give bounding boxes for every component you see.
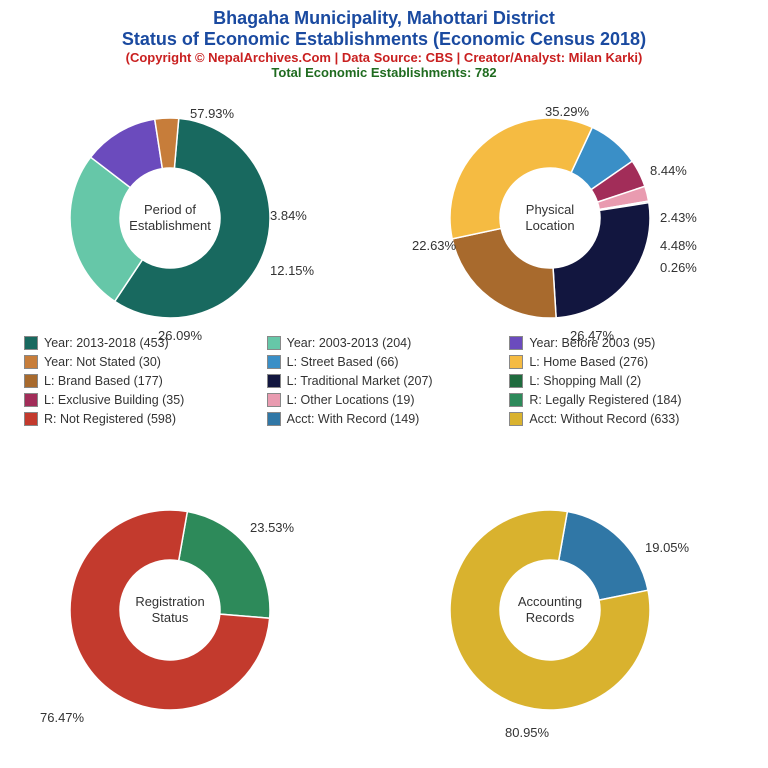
legend: Year: 2013-2018 (453) Year: 2003-2013 (20… — [24, 336, 744, 426]
legend-item: L: Brand Based (177) — [24, 374, 259, 388]
legend-item: L: Traditional Market (207) — [267, 374, 502, 388]
legend-item: L: Shopping Mall (2) — [509, 374, 744, 388]
pct-label: 80.95% — [505, 725, 549, 740]
donut-slice — [452, 228, 556, 318]
pct-label: 4.48% — [660, 238, 697, 253]
legend-item: L: Other Locations (19) — [267, 393, 502, 407]
donut-period: Period ofEstablishment57.93%26.09%12.15%… — [70, 118, 270, 318]
legend-swatch — [509, 336, 523, 350]
legend-swatch — [267, 412, 281, 426]
legend-item: Year: Before 2003 (95) — [509, 336, 744, 350]
donut-slice — [559, 512, 648, 601]
pct-label: 0.26% — [660, 260, 697, 275]
legend-label: L: Shopping Mall (2) — [529, 374, 641, 388]
pct-label: 2.43% — [660, 210, 697, 225]
legend-swatch — [24, 336, 38, 350]
donut-slice — [450, 118, 592, 239]
legend-item: Year: Not Stated (30) — [24, 355, 259, 369]
legend-label: L: Brand Based (177) — [44, 374, 163, 388]
legend-label: Acct: Without Record (633) — [529, 412, 679, 426]
legend-swatch — [509, 355, 523, 369]
legend-swatch — [267, 393, 281, 407]
legend-label: L: Exclusive Building (35) — [44, 393, 184, 407]
legend-swatch — [509, 393, 523, 407]
legend-swatch — [267, 355, 281, 369]
credit-line: (Copyright © NepalArchives.Com | Data So… — [0, 50, 768, 65]
title-line-2: Status of Economic Establishments (Econo… — [0, 29, 768, 50]
legend-item: L: Home Based (276) — [509, 355, 744, 369]
legend-label: Year: Before 2003 (95) — [529, 336, 655, 350]
legend-item: Acct: With Record (149) — [267, 412, 502, 426]
legend-label: Acct: With Record (149) — [287, 412, 420, 426]
pct-label: 19.05% — [645, 540, 689, 555]
legend-swatch — [509, 412, 523, 426]
legend-item: L: Exclusive Building (35) — [24, 393, 259, 407]
title-line-1: Bhagaha Municipality, Mahottari District — [0, 8, 768, 29]
donut-location: PhysicalLocation35.29%8.44%2.43%4.48%0.2… — [450, 118, 650, 318]
legend-swatch — [24, 355, 38, 369]
legend-label: L: Home Based (276) — [529, 355, 648, 369]
legend-item: Acct: Without Record (633) — [509, 412, 744, 426]
donut-slice — [553, 203, 650, 318]
legend-swatch — [24, 374, 38, 388]
donut-slice — [179, 512, 270, 619]
donut-registration: RegistrationStatus23.53%76.47% — [70, 510, 270, 710]
pct-label: 35.29% — [545, 104, 589, 119]
legend-label: L: Traditional Market (207) — [287, 374, 433, 388]
legend-item: L: Street Based (66) — [267, 355, 502, 369]
legend-swatch — [24, 412, 38, 426]
legend-swatch — [24, 393, 38, 407]
legend-item: R: Not Registered (598) — [24, 412, 259, 426]
header: Bhagaha Municipality, Mahottari District… — [0, 0, 768, 80]
pct-label: 76.47% — [40, 710, 84, 725]
legend-item: R: Legally Registered (184) — [509, 393, 744, 407]
legend-swatch — [267, 374, 281, 388]
legend-item: Year: 2003-2013 (204) — [267, 336, 502, 350]
donut-accounting: AccountingRecords19.05%80.95% — [450, 510, 650, 710]
legend-label: L: Street Based (66) — [287, 355, 399, 369]
total-line: Total Economic Establishments: 782 — [0, 65, 768, 80]
legend-swatch — [267, 336, 281, 350]
legend-label: R: Not Registered (598) — [44, 412, 176, 426]
pct-label: 3.84% — [270, 208, 307, 223]
legend-label: Year: Not Stated (30) — [44, 355, 161, 369]
legend-label: Year: 2003-2013 (204) — [287, 336, 412, 350]
pct-label: 8.44% — [650, 163, 687, 178]
pct-label: 12.15% — [270, 263, 314, 278]
legend-swatch — [509, 374, 523, 388]
legend-label: L: Other Locations (19) — [287, 393, 415, 407]
legend-label: Year: 2013-2018 (453) — [44, 336, 169, 350]
legend-label: R: Legally Registered (184) — [529, 393, 681, 407]
legend-item: Year: 2013-2018 (453) — [24, 336, 259, 350]
